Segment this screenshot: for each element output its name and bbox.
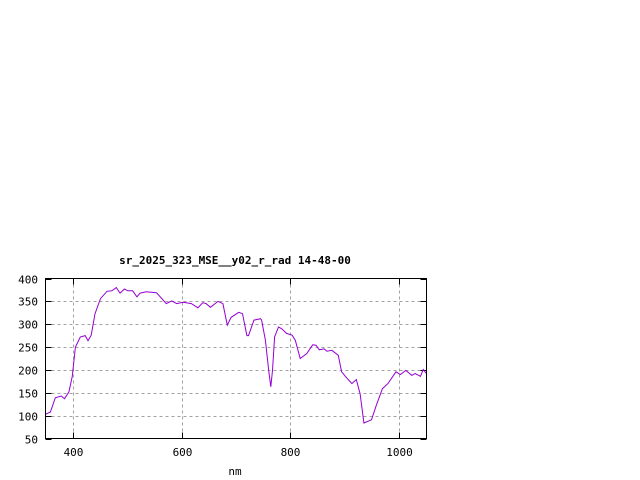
y-tick-label: 250 xyxy=(18,342,38,355)
y-tick-label: 100 xyxy=(18,411,38,424)
x-tick-label: 800 xyxy=(281,446,301,459)
x-tick-label: 400 xyxy=(64,446,84,459)
y-tick-label: 400 xyxy=(18,274,38,287)
x-tick-label: 1000 xyxy=(386,446,413,459)
y-tick-label: 350 xyxy=(18,296,38,309)
grid xyxy=(45,278,427,439)
plot-border xyxy=(45,278,427,439)
y-tick-label: 150 xyxy=(18,388,38,401)
y-tick-label: 300 xyxy=(18,319,38,332)
series-line xyxy=(45,286,427,424)
y-tick-label: 50 xyxy=(25,434,38,447)
ticks: 50 100 150 200 250 300 350 400 400 600 800 1000 xyxy=(18,274,427,459)
chart-title: sr_2025_323_MSE__y02_r_rad 14-48-00 xyxy=(119,254,351,267)
x-axis-label: nm xyxy=(228,465,242,478)
x-tick-label: 600 xyxy=(173,446,193,459)
y-tick-label: 200 xyxy=(18,365,38,378)
